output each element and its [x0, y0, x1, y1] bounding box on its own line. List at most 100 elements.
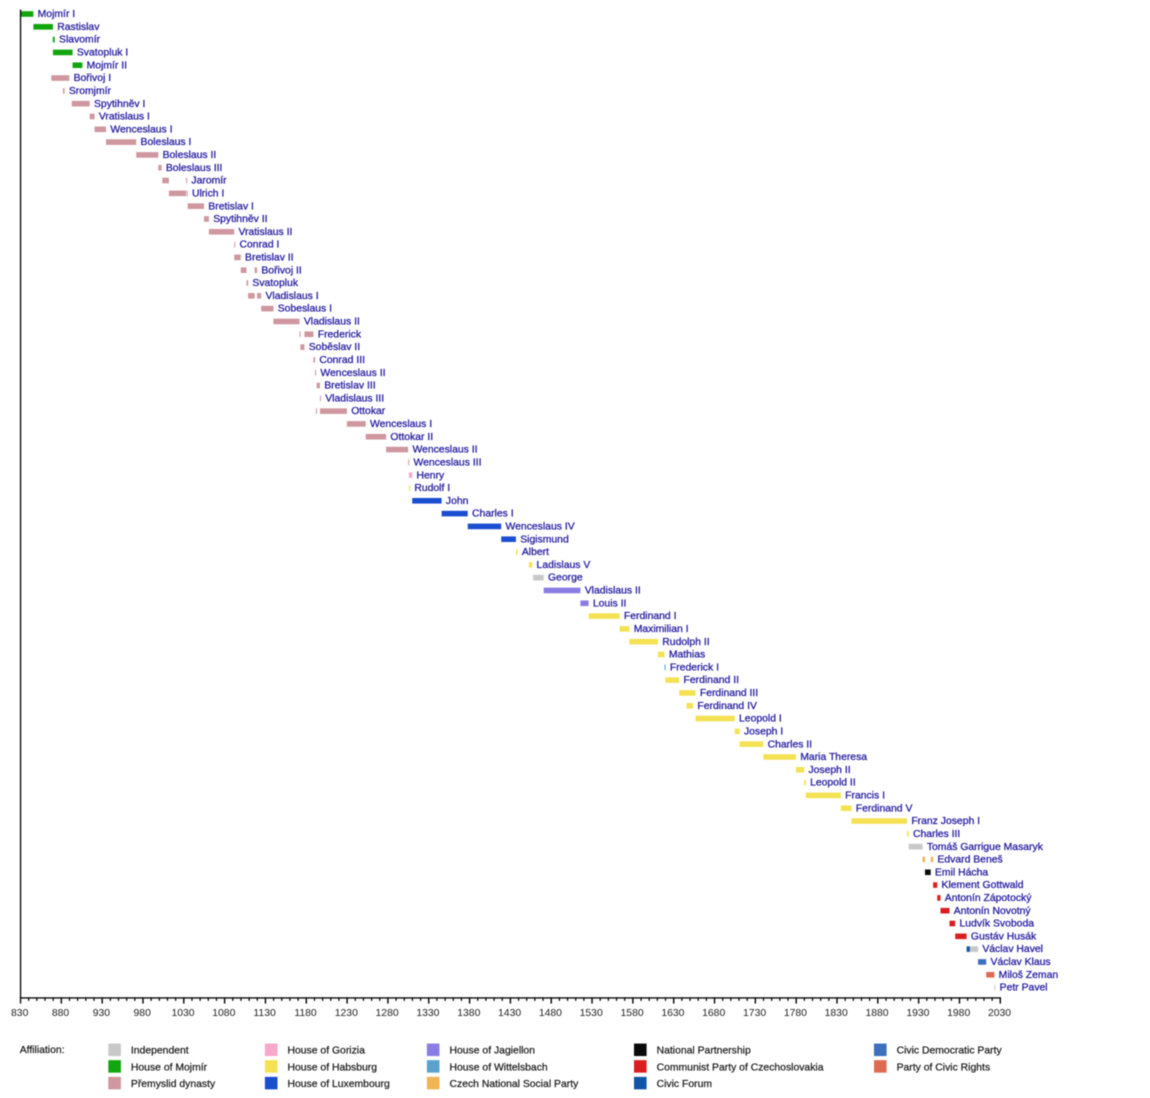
svg-text:Wenceslaus III: Wenceslaus III: [414, 457, 482, 468]
svg-text:Sromjmír: Sromjmír: [69, 86, 112, 97]
svg-text:1630: 1630: [661, 1008, 684, 1019]
svg-text:Frederick I: Frederick I: [670, 662, 719, 673]
svg-text:Spytihněv II: Spytihněv II: [213, 214, 267, 225]
svg-text:Gustáv Husák: Gustáv Husák: [971, 931, 1037, 942]
svg-text:1230: 1230: [335, 1008, 358, 1019]
svg-text:Klement Gottwald: Klement Gottwald: [942, 880, 1024, 891]
svg-text:Conrad I: Conrad I: [240, 240, 280, 251]
svg-text:Sobeslaus I: Sobeslaus I: [278, 304, 332, 315]
svg-text:Civic Democratic Party: Civic Democratic Party: [897, 1046, 1003, 1057]
svg-text:980: 980: [134, 1008, 152, 1019]
svg-text:Sigismund: Sigismund: [520, 534, 569, 545]
svg-text:Czech National Social Party: Czech National Social Party: [450, 1079, 580, 1090]
svg-text:Charles II: Charles II: [768, 739, 812, 750]
svg-text:Jaromír: Jaromír: [191, 176, 227, 187]
svg-text:Vladislaus I: Vladislaus I: [265, 291, 318, 302]
svg-text:Rudolph II: Rudolph II: [662, 637, 709, 648]
svg-text:Edvard Beneš: Edvard Beneš: [937, 855, 1002, 866]
svg-text:Ferdinand III: Ferdinand III: [700, 688, 758, 699]
svg-text:Miloš Zeman: Miloš Zeman: [999, 970, 1059, 981]
svg-text:Henry: Henry: [417, 470, 446, 481]
svg-text:1180: 1180: [294, 1008, 317, 1019]
svg-text:Maximilian I: Maximilian I: [634, 624, 689, 635]
svg-text:2030: 2030: [988, 1008, 1011, 1019]
svg-text:Leopold I: Leopold I: [739, 714, 782, 725]
svg-text:Louis II: Louis II: [593, 598, 627, 609]
svg-text:House of Jagiellon: House of Jagiellon: [450, 1046, 536, 1057]
svg-text:Mojmír II: Mojmír II: [87, 60, 127, 71]
svg-text:Vratislaus I: Vratislaus I: [99, 112, 150, 123]
svg-text:Vladislaus II: Vladislaus II: [585, 586, 641, 597]
svg-text:Rudolf I: Rudolf I: [414, 483, 450, 494]
svg-text:Petr Pavel: Petr Pavel: [1000, 983, 1048, 994]
svg-text:Wenceslaus II: Wenceslaus II: [320, 368, 385, 379]
svg-text:Rastislav: Rastislav: [57, 22, 100, 33]
svg-text:Maria Theresa: Maria Theresa: [800, 752, 867, 763]
svg-text:Spytihněv I: Spytihněv I: [94, 99, 145, 110]
svg-text:Party of Civic Rights: Party of Civic Rights: [897, 1062, 991, 1073]
svg-text:Boleslaus II: Boleslaus II: [163, 150, 217, 161]
svg-text:Bořivoj I: Bořivoj I: [74, 73, 112, 84]
svg-text:Ferdinand II: Ferdinand II: [684, 675, 739, 686]
svg-text:Bretislav I: Bretislav I: [208, 201, 254, 212]
svg-text:1830: 1830: [825, 1008, 848, 1019]
svg-text:Mojmír I: Mojmír I: [38, 9, 76, 20]
svg-text:House of Wittelsbach: House of Wittelsbach: [450, 1062, 548, 1073]
svg-text:Bretislav III: Bretislav III: [324, 381, 375, 392]
svg-text:Frederick: Frederick: [318, 329, 362, 340]
svg-text:Wenceslaus IV: Wenceslaus IV: [506, 522, 575, 533]
svg-text:Francis I: Francis I: [845, 791, 885, 802]
svg-text:1780: 1780: [784, 1008, 807, 1019]
svg-text:Joseph II: Joseph II: [808, 765, 850, 776]
svg-text:Affiliation:: Affiliation:: [20, 1045, 65, 1056]
svg-text:Ludvík Svoboda: Ludvík Svoboda: [959, 919, 1034, 930]
svg-text:Leopold II: Leopold II: [810, 778, 856, 789]
svg-text:1130: 1130: [253, 1008, 276, 1019]
svg-text:Antonín Novotný: Antonín Novotný: [954, 906, 1032, 917]
svg-text:Slavomír: Slavomír: [59, 35, 101, 46]
svg-text:1430: 1430: [498, 1008, 521, 1019]
svg-text:Ottokar II: Ottokar II: [390, 432, 433, 443]
svg-text:Wenceslaus II: Wenceslaus II: [412, 445, 477, 456]
svg-text:Václav Havel: Václav Havel: [982, 944, 1043, 955]
svg-text:Mathias: Mathias: [669, 650, 705, 661]
svg-text:Ferdinand V: Ferdinand V: [856, 803, 913, 814]
svg-text:1980: 1980: [947, 1008, 970, 1019]
svg-text:George: George: [548, 573, 583, 584]
svg-text:Emil Hácha: Emil Hácha: [935, 867, 988, 878]
svg-text:1280: 1280: [376, 1008, 399, 1019]
svg-text:Boleslaus I: Boleslaus I: [141, 137, 192, 148]
svg-text:House of Luxembourg: House of Luxembourg: [288, 1079, 390, 1090]
svg-text:1530: 1530: [580, 1008, 603, 1019]
svg-text:House of Gorizia: House of Gorizia: [288, 1046, 366, 1057]
svg-text:Tomáš Garrigue Masaryk: Tomáš Garrigue Masaryk: [927, 842, 1044, 853]
svg-text:Franz Joseph I: Franz Joseph I: [911, 816, 980, 827]
svg-text:Vladislaus II: Vladislaus II: [304, 317, 360, 328]
svg-text:Joseph I: Joseph I: [744, 726, 783, 737]
svg-text:Wenceslaus I: Wenceslaus I: [370, 419, 432, 430]
svg-text:House of Habsburg: House of Habsburg: [288, 1062, 378, 1073]
svg-text:930: 930: [93, 1008, 111, 1019]
svg-text:1380: 1380: [457, 1008, 480, 1019]
svg-text:Svatopluk: Svatopluk: [252, 278, 298, 289]
svg-text:John: John: [446, 496, 469, 507]
svg-text:1680: 1680: [702, 1008, 725, 1019]
svg-text:Ulrich I: Ulrich I: [192, 188, 224, 199]
svg-text:830: 830: [11, 1008, 29, 1019]
svg-text:Charles I: Charles I: [472, 509, 514, 520]
svg-text:House of Mojmír: House of Mojmír: [131, 1062, 208, 1073]
svg-text:Václav Klaus: Václav Klaus: [991, 957, 1051, 968]
svg-text:1480: 1480: [539, 1008, 562, 1019]
svg-text:Antonín Zápotocký: Antonín Zápotocký: [945, 893, 1032, 904]
svg-text:Boleslaus III: Boleslaus III: [166, 163, 223, 174]
svg-text:Ferdinand I: Ferdinand I: [624, 611, 677, 622]
svg-text:1030: 1030: [171, 1008, 194, 1019]
svg-text:1330: 1330: [416, 1008, 439, 1019]
svg-text:1730: 1730: [743, 1008, 766, 1019]
svg-text:880: 880: [52, 1008, 70, 1019]
svg-text:Civic Forum: Civic Forum: [657, 1079, 712, 1090]
svg-text:Svatopluk I: Svatopluk I: [77, 48, 128, 59]
svg-text:Soběslav II: Soběslav II: [309, 342, 360, 353]
svg-text:Bretislav II: Bretislav II: [245, 252, 294, 263]
svg-text:Vladislaus III: Vladislaus III: [325, 393, 384, 404]
